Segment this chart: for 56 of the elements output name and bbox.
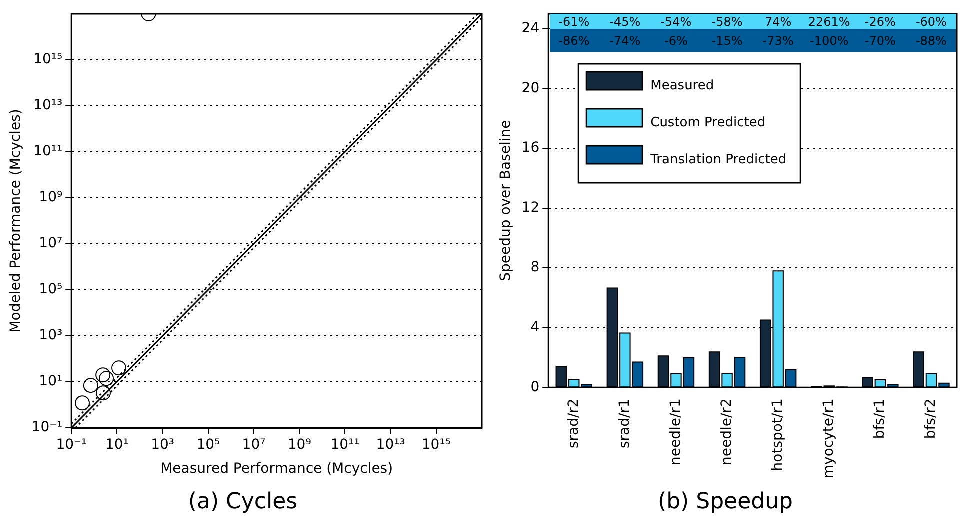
y-tick-label: 4 (530, 320, 540, 336)
x-tick-label: 10⁷ (242, 437, 266, 454)
y-tick-label: 10³ (39, 328, 63, 344)
annotation: 74% (764, 14, 792, 28)
y-tick-label: 0 (530, 379, 540, 396)
y-tick-label: 10¹¹ (34, 144, 63, 160)
x-tick-label: hotspot/r1 (770, 398, 786, 472)
annotation: -54% (660, 14, 692, 28)
annotation: 2261% (808, 14, 850, 28)
x-tick-label: needle/r1 (668, 398, 684, 466)
y-tick-label: 8 (530, 260, 540, 276)
y-tick-label: 16 (522, 140, 540, 156)
x-tick-label: bfs/r2 (923, 398, 940, 440)
x-tick-label: 10⁹ (288, 437, 312, 454)
annotation: -70% (864, 34, 896, 48)
annotation: -73% (762, 34, 794, 48)
x-tick-label: 10³ (151, 437, 175, 454)
annotation: -60% (916, 14, 947, 28)
y-tick-label: 10⁷ (39, 236, 63, 252)
x-tick-label: 10¹⁵ (422, 437, 451, 454)
x-tick-label: 10¹ (105, 437, 129, 454)
x-tick-label: needle/r2 (718, 398, 735, 466)
legend-label: Measured (650, 78, 714, 94)
annotation: -45% (610, 14, 641, 28)
annotation: -100% (810, 34, 849, 48)
y-tick-label: 10¹⁵ (34, 52, 63, 68)
text: (b) Speedup (658, 490, 793, 515)
annotation: -86% (558, 34, 590, 48)
annotation: -61% (558, 14, 590, 28)
y-tick-label: 10⁵ (39, 282, 63, 298)
text: (a) Cycles (188, 490, 298, 515)
x-tick-label: srad/r1 (616, 398, 633, 449)
y-tick-label: 12 (522, 200, 540, 216)
y-tick-label: 10¹³ (34, 98, 63, 114)
y-axis-title: Speedup over Baseline (498, 120, 514, 282)
x-tick-label: bfs/r1 (872, 398, 888, 440)
legend-label: Custom Predicted (650, 115, 766, 130)
x-tick-label: 10⁵ (196, 437, 220, 454)
annotation: -74% (610, 34, 641, 48)
y-tick-label: 10⁹ (39, 190, 63, 206)
x-tick-label: myocyte/r1 (821, 398, 838, 479)
x-tick-label: srad/r2 (566, 398, 582, 449)
x-axis-title: Measured Performance (Mcycles) (160, 460, 394, 477)
annotation: -58% (712, 14, 743, 28)
y-tick-label: 20 (522, 80, 540, 96)
annotation: -26% (864, 14, 896, 28)
x-tick-label: 10¹¹ (330, 437, 360, 454)
y-axis-title: Modeled Performance (Mcycles) (8, 109, 24, 333)
y-tick-label: 24 (522, 20, 540, 37)
y-tick-label: 10¹ (39, 374, 63, 390)
annotation: -88% (916, 34, 947, 48)
annotation: -15% (712, 34, 743, 48)
annotation: -6% (664, 34, 688, 48)
x-tick-label: 10¹³ (376, 437, 406, 454)
legend-label: Translation Predicted (650, 152, 787, 168)
x-tick-label: 10⁻¹ (56, 437, 88, 454)
